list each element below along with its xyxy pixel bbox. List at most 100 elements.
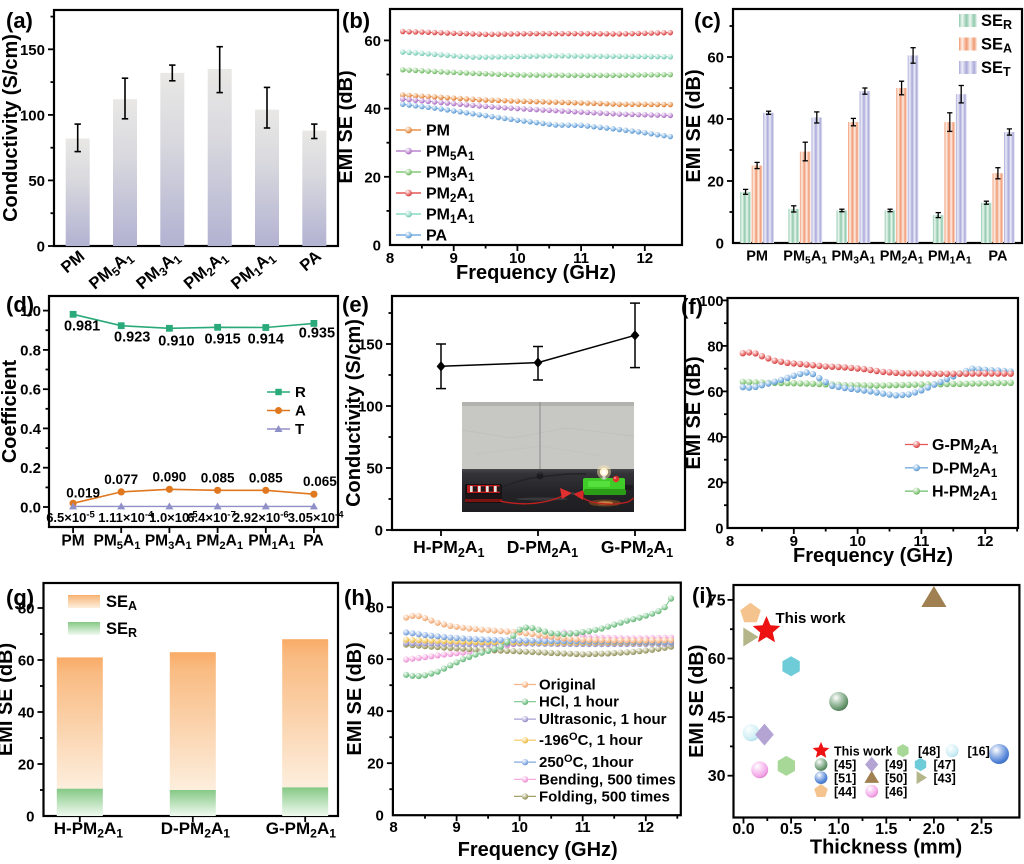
svg-text:(e): (e) [342, 292, 369, 317]
svg-text:1.0×10-5: 1.0×10-5 [149, 510, 198, 526]
svg-text:80: 80 [18, 601, 35, 618]
svg-text:This work: This work [834, 744, 892, 758]
svg-text:A: A [295, 403, 306, 420]
svg-text:0: 0 [715, 522, 723, 538]
svg-text:(c): (c) [694, 8, 721, 33]
svg-text:[49]: [49] [885, 758, 907, 772]
svg-text:10: 10 [511, 819, 528, 836]
svg-text:PM: PM [61, 533, 84, 550]
svg-text:0: 0 [373, 238, 381, 255]
svg-text:40: 40 [18, 705, 35, 722]
svg-text:75: 75 [708, 592, 726, 609]
svg-text:0.914: 0.914 [248, 332, 284, 348]
svg-text:60: 60 [708, 651, 726, 668]
svg-text:Frequency (GHz): Frequency (GHz) [458, 839, 618, 861]
svg-text:0.923: 0.923 [114, 330, 150, 346]
svg-text:0: 0 [716, 236, 724, 253]
svg-text:[48]: [48] [918, 744, 940, 758]
svg-text:(h): (h) [344, 585, 372, 610]
svg-text:Frequency (GHz): Frequency (GHz) [456, 262, 616, 284]
svg-text:11: 11 [573, 250, 589, 267]
svg-text:H-PM2​A1​: H-PM2​A1​ [413, 537, 484, 560]
svg-text:PM5​A1​: PM5​A1​ [783, 249, 827, 267]
svg-text:12: 12 [977, 533, 994, 550]
svg-text:80: 80 [367, 600, 384, 617]
svg-text:PA: PA [988, 249, 1008, 265]
svg-text:12: 12 [636, 250, 653, 267]
svg-text:0: 0 [37, 239, 45, 256]
svg-text:60: 60 [364, 33, 381, 50]
svg-text:6.4×10-7: 6.4×10-7 [187, 510, 236, 526]
svg-text:G-PM2​A1​: G-PM2​A1​ [266, 819, 336, 841]
svg-text:12: 12 [637, 819, 654, 836]
svg-text:9: 9 [452, 819, 460, 836]
svg-text:6.5×10-5: 6.5×10-5 [46, 510, 95, 526]
svg-text:0.6: 0.6 [20, 382, 41, 399]
svg-text:0.5: 0.5 [780, 821, 802, 838]
svg-text:20: 20 [707, 476, 723, 492]
svg-text:2.92×10-6: 2.92×10-6 [233, 510, 289, 526]
svg-text:0.090: 0.090 [153, 469, 187, 484]
svg-text:This work: This work [776, 610, 847, 627]
svg-text:EMI SE (dB): EMI SE (dB) [335, 70, 357, 183]
svg-text:[46]: [46] [885, 785, 907, 799]
svg-text:Ultrasonic, 1 hour: Ultrasonic, 1 hour [539, 711, 667, 728]
svg-text:PM3​A1​: PM3​A1​ [145, 533, 192, 552]
svg-text:50: 50 [28, 173, 45, 190]
svg-text:EMI SE (dB): EMI SE (dB) [344, 642, 366, 755]
svg-text:3.05×10-4: 3.05×10-4 [288, 510, 345, 526]
svg-text:40: 40 [707, 112, 724, 129]
svg-text:[44]: [44] [834, 785, 856, 799]
svg-text:HCl, 1 hour: HCl, 1 hour [539, 694, 619, 711]
svg-text:0.935: 0.935 [299, 325, 335, 341]
svg-text:PA: PA [426, 228, 447, 245]
svg-text:40: 40 [707, 431, 723, 447]
svg-text:10: 10 [509, 250, 526, 267]
svg-text:PM1​A1​: PM1​A1​ [248, 533, 295, 552]
svg-text:80: 80 [707, 339, 723, 355]
svg-text:[43]: [43] [934, 771, 956, 785]
svg-text:G-PM2​A1​: G-PM2​A1​ [601, 537, 673, 560]
svg-text:9: 9 [450, 250, 458, 267]
svg-text:11: 11 [575, 819, 591, 836]
svg-text:0.4: 0.4 [20, 421, 42, 438]
svg-text:Conductivity (S/cm): Conductivity (S/cm) [343, 319, 365, 507]
svg-text:PM2​A1​: PM2​A1​ [880, 249, 924, 267]
svg-text:PM5​A1​: PM5​A1​ [94, 533, 141, 552]
svg-text:1.5: 1.5 [875, 821, 897, 838]
svg-text:[51]: [51] [834, 771, 856, 785]
svg-text:0.019: 0.019 [66, 485, 100, 500]
svg-text:10: 10 [849, 533, 866, 550]
svg-text:PM: PM [746, 249, 768, 265]
svg-text:0.981: 0.981 [64, 318, 100, 334]
svg-text:40: 40 [367, 704, 384, 721]
svg-text:60: 60 [707, 385, 723, 401]
svg-text:Original: Original [539, 677, 596, 694]
svg-text:Bending, 500 times: Bending, 500 times [539, 771, 676, 788]
svg-text:0: 0 [376, 808, 384, 825]
svg-text:Conductivity (S/cm): Conductivity (S/cm) [0, 34, 22, 222]
svg-text:EMI SE (dB): EMI SE (dB) [683, 356, 705, 469]
svg-text:30: 30 [708, 768, 726, 785]
svg-text:(f): (f) [681, 294, 703, 319]
svg-text:-196OC, 1 hour: -196OC, 1 hour [539, 731, 643, 749]
svg-text:50: 50 [366, 461, 383, 478]
svg-text:100: 100 [358, 399, 383, 416]
svg-text:PM1​A1​: PM1​A1​ [928, 249, 972, 267]
svg-text:11: 11 [913, 533, 929, 550]
svg-text:0.077: 0.077 [104, 472, 138, 487]
svg-text:PM2​A1​: PM2​A1​ [196, 533, 243, 552]
svg-text:PM3​A1​: PM3​A1​ [426, 165, 475, 185]
svg-text:2.5: 2.5 [970, 821, 992, 838]
svg-text:EMI SE (dB): EMI SE (dB) [683, 69, 705, 182]
svg-text:EMI SE (dB): EMI SE (dB) [0, 643, 17, 756]
svg-text:H-PM2​A1​: H-PM2​A1​ [932, 484, 998, 504]
svg-text:1.0: 1.0 [828, 821, 850, 838]
svg-text:1.11×10-4: 1.11×10-4 [98, 510, 154, 526]
svg-text:0.8: 0.8 [20, 342, 41, 359]
svg-text:2.0: 2.0 [923, 821, 945, 838]
svg-text:[50]: [50] [885, 771, 907, 785]
svg-text:(b): (b) [342, 8, 370, 33]
svg-text:20: 20 [364, 169, 381, 186]
svg-text:(a): (a) [6, 8, 33, 33]
